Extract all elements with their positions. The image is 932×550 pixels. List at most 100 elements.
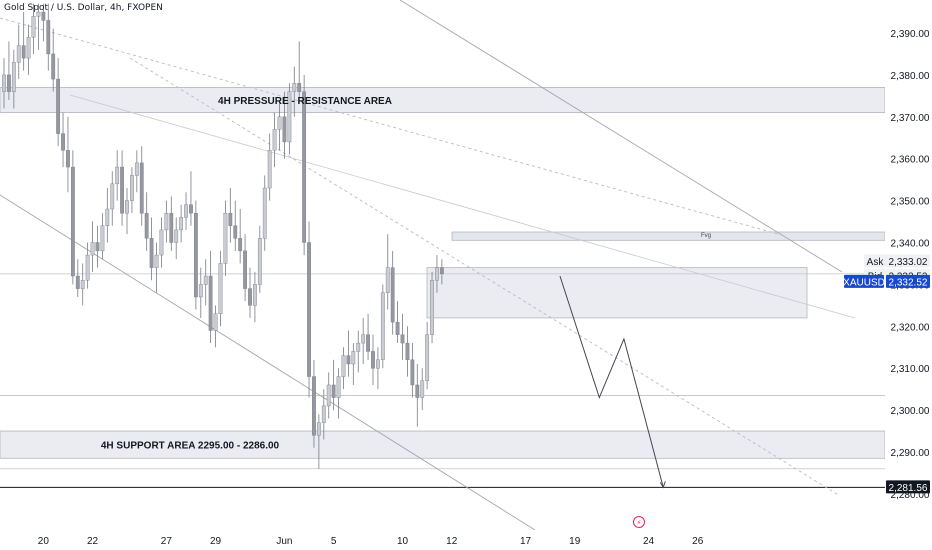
candle-body	[405, 342, 410, 361]
candle-body	[75, 275, 80, 289]
candle-body	[46, 20, 51, 55]
candle-body	[297, 83, 302, 92]
candle-body	[80, 280, 85, 289]
y-tick-label: 2,390.00	[891, 29, 930, 40]
candle-body	[223, 212, 228, 264]
candle-body	[228, 212, 233, 226]
x-tick-label: 19	[569, 536, 581, 547]
candle-body	[66, 150, 70, 168]
candle-body	[56, 78, 61, 134]
candle-body	[346, 355, 351, 365]
candle-body	[198, 284, 203, 298]
candle-body	[70, 166, 75, 277]
current-price-tag: 2,332.52	[889, 277, 928, 288]
candle-body	[218, 263, 223, 314]
candle-body	[336, 376, 341, 398]
candle-body	[169, 212, 174, 243]
candle-body	[238, 238, 243, 252]
candle-body	[248, 288, 252, 306]
target-price-tag-bg	[886, 480, 930, 494]
zone-support	[0, 430, 886, 459]
candle-body	[164, 212, 169, 231]
candle-body	[36, 11, 41, 17]
fvg-label: Fvg	[701, 233, 711, 239]
x-tick-label: 17	[520, 536, 532, 547]
candle-body	[134, 162, 139, 176]
candle-body	[272, 129, 277, 151]
x-tick-label: 26	[692, 536, 704, 547]
ask-price-bg	[886, 254, 930, 268]
dashed-trendline-lower	[129, 57, 841, 497]
candle-body	[110, 183, 115, 210]
zone-label-resistance: 4H PRESSURE - RESISTANCE AREA	[218, 96, 392, 107]
symbol-tag-bg	[844, 274, 884, 288]
candle-body	[2, 74, 6, 92]
candle-body	[105, 208, 110, 226]
candle-body	[243, 250, 247, 289]
candle-body	[159, 229, 164, 256]
candle-body	[51, 53, 56, 80]
candle-body	[100, 225, 105, 252]
x-axis-panel	[0, 530, 932, 550]
candle-body	[193, 212, 198, 298]
candle-body	[154, 254, 159, 268]
symbol-tag: XAUUSD	[843, 277, 885, 288]
x-tick-label: 27	[161, 536, 173, 547]
current-price-tag-bg	[886, 274, 930, 288]
candle-body	[125, 200, 129, 214]
candle-body	[31, 16, 36, 38]
candle-body	[149, 238, 154, 268]
candle-body	[184, 204, 188, 218]
ask-price: 2,333.02	[889, 257, 928, 268]
candle-body	[257, 238, 262, 285]
candle-body	[208, 275, 213, 331]
candle-body	[351, 351, 356, 365]
candle-body	[179, 217, 184, 231]
y-tick-label: 2,380.00	[891, 71, 930, 82]
candle-body	[312, 376, 316, 436]
candle-body	[16, 45, 21, 63]
candle-body	[41, 11, 46, 21]
candle-body	[7, 74, 11, 92]
event-marker-glyph: ⚡	[637, 519, 642, 527]
ask-label-bg	[864, 254, 886, 268]
candle-body	[395, 321, 400, 335]
candle-body	[316, 422, 321, 436]
zone-supply	[426, 267, 808, 319]
y-tick-label: 2,300.00	[891, 406, 930, 417]
candle-body	[371, 351, 375, 369]
candle-body	[11, 62, 16, 92]
candle-body	[130, 175, 134, 201]
y-tick-label: 2,310.00	[891, 364, 930, 375]
x-tick-label: 20	[38, 536, 50, 547]
fvg-zone	[451, 231, 886, 241]
candle-body	[267, 150, 272, 189]
ask-label: Ask	[867, 257, 885, 268]
candle-body	[233, 225, 238, 239]
candle-body	[21, 45, 26, 59]
y-tick-label: 2,360.00	[891, 155, 930, 166]
candle-body	[282, 116, 287, 143]
y-tick-label: 2,290.00	[891, 448, 930, 459]
candle-body	[95, 242, 100, 252]
x-tick-label: 10	[397, 536, 409, 547]
candle-body	[356, 342, 361, 352]
candle-body	[376, 359, 380, 369]
candle-body	[410, 359, 415, 386]
projection-arrowhead	[659, 481, 666, 489]
candle-body	[400, 334, 405, 344]
candle-body	[385, 267, 390, 293]
y-tick-label: 2,350.00	[891, 197, 930, 208]
candle-body	[439, 267, 444, 275]
candle-body	[415, 384, 420, 398]
zone-label-support: 4H SUPPORT AREA 2295.00 - 2286.00	[101, 441, 280, 452]
chart-title: Gold Spot / U.S. Dollar, 4h, FXOPEN	[4, 3, 163, 13]
y-tick-label-clipped: 2,280.00	[891, 490, 930, 501]
candle-body	[115, 166, 120, 185]
candle-body	[213, 313, 218, 331]
y-tick-label: 2,370.00	[891, 113, 930, 124]
candle-body	[321, 405, 326, 423]
candle-body	[331, 384, 336, 398]
